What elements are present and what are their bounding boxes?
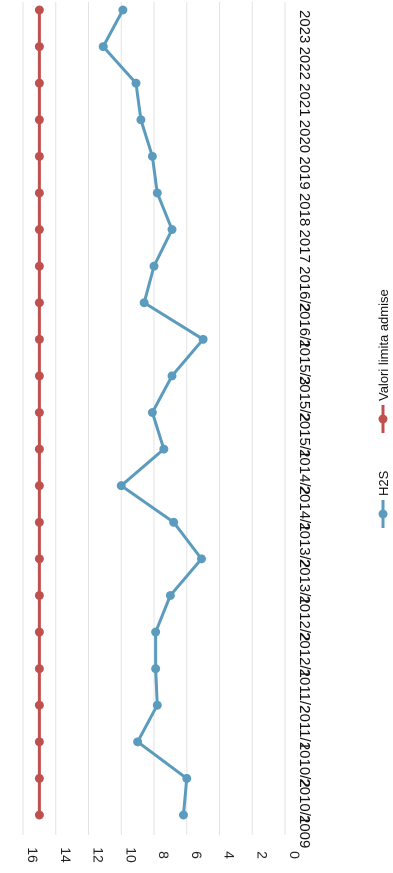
data-point — [151, 627, 161, 637]
data-point — [182, 773, 192, 783]
x-category-label: 2020 — [296, 120, 313, 153]
y-tick-label: 4 — [222, 851, 238, 859]
x-category-label: 2017 — [296, 230, 313, 263]
data-point — [152, 700, 162, 710]
x-category-label: 2015/2 — [296, 376, 313, 422]
data-point — [34, 188, 44, 198]
data-point — [34, 225, 44, 235]
data-point — [152, 188, 162, 198]
x-category-label: 2019 — [296, 156, 313, 189]
x-category-label: 2010/2 — [296, 742, 313, 788]
data-point — [196, 554, 206, 564]
data-point — [167, 371, 177, 381]
legend-swatch-marker — [378, 509, 388, 519]
data-point — [34, 408, 44, 417]
x-category-label: 2021 — [296, 83, 313, 116]
data-point — [34, 737, 44, 747]
data-point — [34, 627, 44, 637]
data-point — [116, 481, 126, 491]
y-tick-label: 6 — [189, 851, 205, 859]
data-point — [34, 371, 44, 381]
y-tick-label: 0 — [287, 851, 303, 859]
data-point — [139, 298, 149, 308]
legend-label: H2S — [376, 470, 391, 496]
data-point — [169, 517, 179, 527]
data-point — [198, 334, 208, 344]
data-point — [34, 700, 44, 710]
data-point — [147, 408, 157, 417]
x-category-label: 2010/1 — [296, 778, 313, 824]
data-point — [178, 810, 188, 820]
y-tick-label: 8 — [156, 851, 172, 859]
series-group — [34, 5, 208, 820]
data-point — [34, 810, 44, 820]
x-category-label: 2009 — [296, 815, 313, 848]
data-point — [34, 517, 44, 527]
data-point — [34, 334, 44, 344]
x-category-label: 2012/2 — [296, 595, 313, 641]
x-category-label: 2012/1 — [296, 632, 313, 678]
data-point — [98, 42, 108, 52]
data-point — [34, 444, 44, 454]
legend-swatch-marker — [378, 414, 388, 424]
y-axis-ticks: 0 2 4 6 8 10 12 14 16 — [25, 847, 303, 863]
y-tick-label: 12 — [91, 847, 107, 863]
data-point — [34, 664, 44, 674]
data-point — [147, 151, 157, 161]
y-tick-label: 10 — [123, 847, 139, 863]
x-category-label: 2014/1 — [296, 486, 313, 532]
x-category-label: 2014/2 — [296, 449, 313, 495]
data-point — [34, 261, 44, 271]
data-point — [34, 151, 44, 161]
x-category-label: 2015/1 — [296, 413, 313, 459]
data-point — [136, 115, 146, 125]
x-category-label: 2016/2 — [296, 266, 313, 312]
data-point — [34, 773, 44, 783]
data-point — [34, 590, 44, 600]
y-tick-label: 14 — [58, 847, 74, 863]
data-point — [151, 664, 161, 674]
data-point — [149, 261, 159, 271]
x-category-label: 2023 — [296, 10, 313, 43]
data-point — [167, 225, 177, 235]
data-point — [34, 481, 44, 491]
x-category-label: 2013/1 — [296, 559, 313, 605]
legend: H2S Valori limita admise — [376, 289, 391, 528]
x-category-label: 2022 — [296, 47, 313, 80]
data-point — [34, 298, 44, 308]
data-point — [34, 42, 44, 52]
x-category-label: 2011/2 — [296, 669, 313, 714]
data-point — [133, 737, 143, 747]
data-point — [131, 78, 141, 88]
x-axis-categories: 20092010/12010/22011/12011/22012/12012/2… — [296, 10, 313, 848]
data-point — [34, 115, 44, 125]
y-tick-label: 16 — [25, 847, 41, 863]
x-category-label: 2013/2 — [296, 522, 313, 568]
data-point — [34, 5, 44, 15]
data-point — [34, 554, 44, 564]
x-category-label: 2018 — [296, 193, 313, 226]
legend-label: Valori limita admise — [376, 289, 391, 401]
x-category-label: 2011/1 — [296, 705, 313, 750]
data-point — [118, 5, 128, 15]
data-point — [34, 78, 44, 88]
y-tick-label: 2 — [254, 851, 270, 859]
x-category-label: 2015/3 — [296, 339, 313, 385]
data-point — [165, 590, 175, 600]
data-point — [159, 444, 169, 454]
x-category-label: 2016/1 — [296, 303, 313, 349]
